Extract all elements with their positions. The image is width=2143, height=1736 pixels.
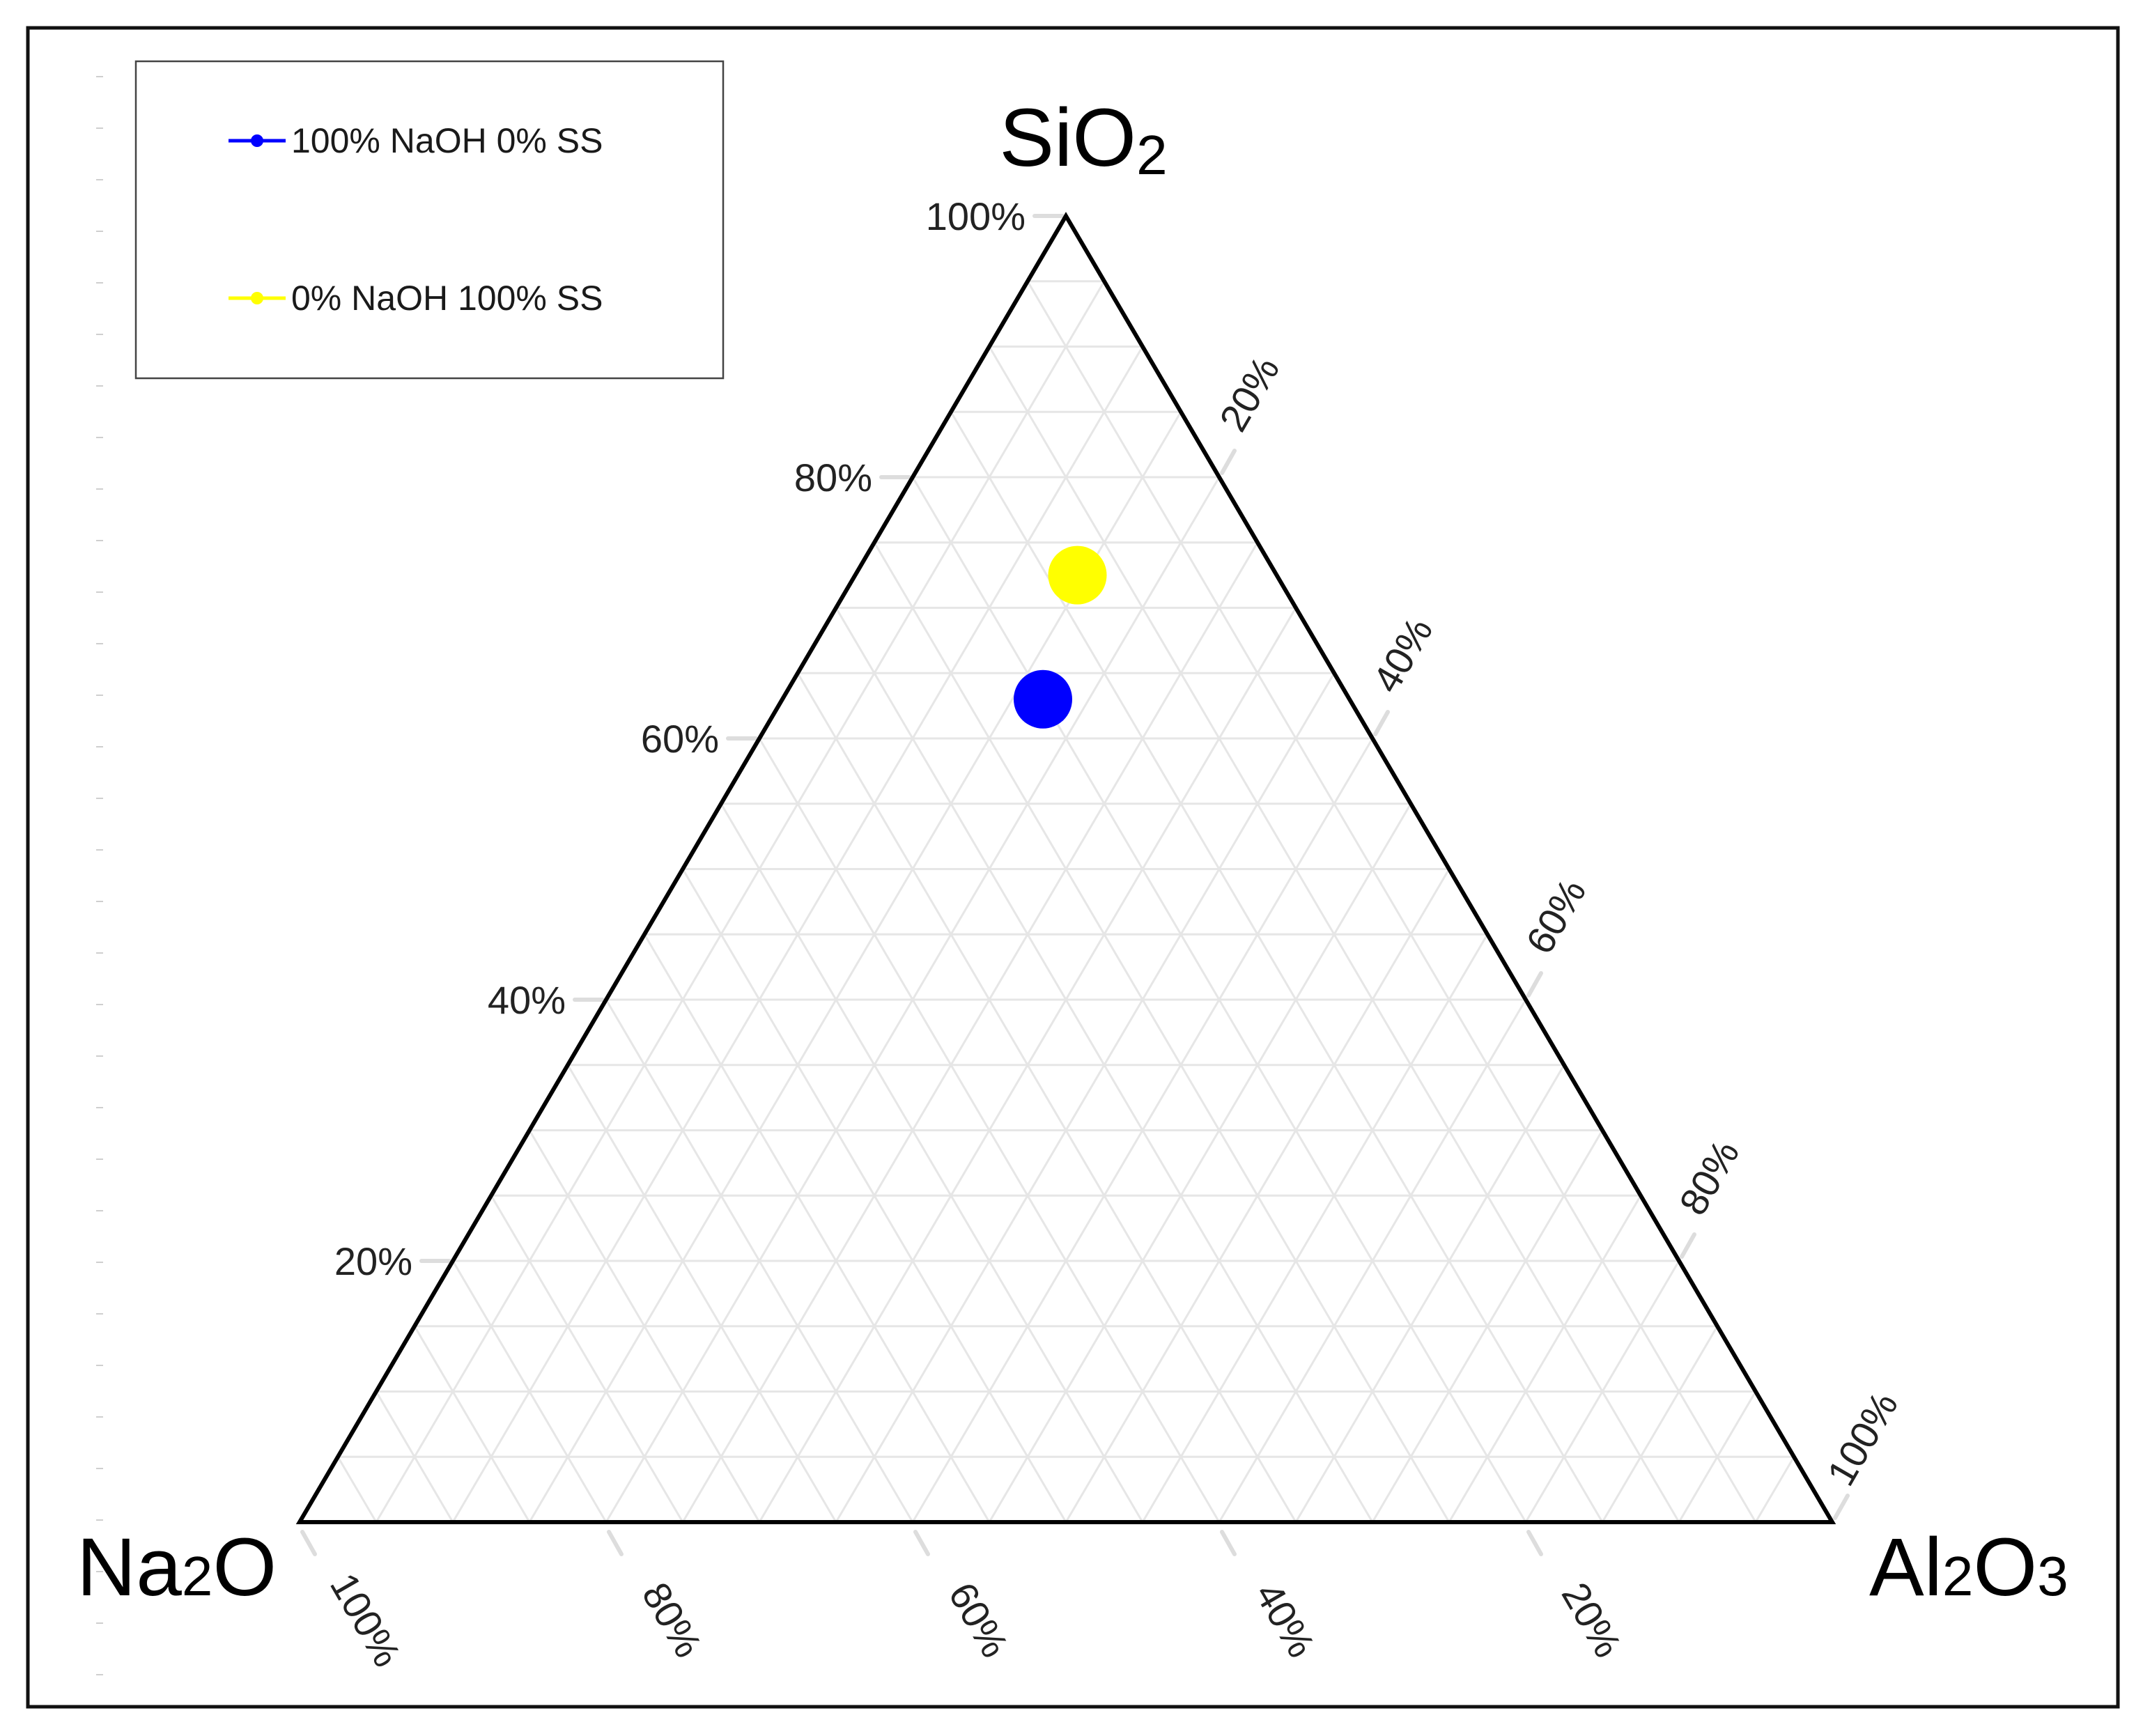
- grid-line-al2o3: [1754, 1456, 1795, 1523]
- bottom-tick: [607, 1530, 624, 1556]
- right-tick-label: 80%: [1671, 1133, 1748, 1223]
- right-tick-label: 100%: [1818, 1384, 1906, 1493]
- grid-line-al2o3: [1524, 1260, 1680, 1523]
- legend-label-series-2: 0% NaOH 100% SS: [291, 279, 603, 318]
- right-tick: [1526, 971, 1543, 998]
- data-point-series-1: [1014, 669, 1072, 729]
- ternary-grid: [336, 280, 1795, 1523]
- right-tick: [1373, 710, 1390, 736]
- left-axis-tick-labels: 20% 40% 60% 80% 100%: [334, 194, 1026, 1283]
- grid-line-al2o3: [835, 672, 1336, 1523]
- grid-line-na2o: [413, 1325, 531, 1523]
- bottom-axis-tick-labels: 100% 80% 60% 40% 20%: [322, 1565, 1630, 1674]
- left-tick-label: 80%: [794, 456, 872, 499]
- grid-line-al2o3: [1601, 1325, 1719, 1523]
- data-point-series-2: [1048, 545, 1107, 605]
- bottom-tick: [300, 1530, 317, 1556]
- right-tick: [1220, 449, 1237, 475]
- axis-ticks: [300, 214, 1850, 1556]
- vertex-label-right: Al2O3: [1869, 1521, 2068, 1613]
- grid-line-al2o3: [1141, 933, 1489, 1523]
- bottom-tick: [913, 1530, 930, 1556]
- grid-line-al2o3: [1371, 1129, 1604, 1523]
- legend-entry-series-1: 100% NaOH 0% SS: [229, 121, 603, 160]
- left-tick-label: 100%: [926, 194, 1026, 238]
- grid-line-na2o: [528, 1129, 761, 1523]
- bottom-tick: [1526, 1530, 1543, 1556]
- right-tick-label: 40%: [1364, 610, 1441, 700]
- grid-line-na2o: [681, 868, 1067, 1523]
- right-tick-label: 60%: [1517, 871, 1595, 961]
- grid-line-na2o: [375, 1390, 454, 1523]
- left-tick-label: 20%: [334, 1239, 412, 1283]
- left-margin-ruler: [96, 76, 103, 1675]
- left-tick-label: 60%: [641, 717, 719, 761]
- bottom-tick-label: 40%: [1247, 1575, 1324, 1665]
- legend-label-series-1: 100% NaOH 0% SS: [291, 121, 603, 160]
- legend-marker-series-1: [251, 134, 263, 147]
- grid-line-na2o: [605, 999, 914, 1523]
- grid-line-al2o3: [1678, 1390, 1757, 1523]
- left-tick-label: 40%: [488, 978, 566, 1022]
- bottom-tick-label: 60%: [941, 1575, 1018, 1665]
- vertex-label-top: SiO2: [999, 92, 1167, 186]
- legend: 100% NaOH 0% SS 0% NaOH 100% SS: [134, 60, 725, 380]
- grid-line-al2o3: [988, 803, 1412, 1523]
- figure-frame: [26, 26, 2120, 1709]
- right-tick: [1833, 1494, 1850, 1520]
- grid-line-na2o: [796, 672, 1297, 1523]
- right-tick: [1680, 1232, 1696, 1259]
- grid-line-al2o3: [681, 541, 1259, 1523]
- grid-line-al2o3: [1218, 999, 1527, 1523]
- grid-line-al2o3: [1065, 868, 1450, 1523]
- grid-line-na2o: [643, 933, 991, 1523]
- grid-line-na2o: [336, 1456, 378, 1523]
- right-tick-label: 20%: [1211, 349, 1288, 439]
- grid-line-al2o3: [375, 280, 1106, 1523]
- bottom-tick: [1220, 1530, 1237, 1556]
- grid-line-na2o: [566, 1064, 837, 1523]
- bottom-tick-label: 100%: [322, 1565, 410, 1674]
- right-axis-tick-labels: 20% 40% 60% 80% 100%: [1211, 349, 1906, 1493]
- grid-line-na2o: [1026, 280, 1757, 1523]
- bottom-tick-label: 20%: [1554, 1575, 1631, 1665]
- legend-entry-series-2: 0% NaOH 100% SS: [229, 279, 603, 318]
- bottom-tick-label: 80%: [634, 1575, 711, 1665]
- ternary-triangle: [295, 212, 1836, 1524]
- grid-line-na2o: [720, 803, 1144, 1523]
- vertex-label-left: Na2O: [77, 1521, 277, 1613]
- legend-marker-series-2: [251, 292, 263, 304]
- grid-line-na2o: [873, 541, 1450, 1523]
- grid-line-na2o: [490, 1195, 684, 1523]
- grid-line-al2o3: [1294, 1064, 1565, 1523]
- data-points: [1014, 545, 1107, 729]
- grid-line-na2o: [451, 1260, 608, 1523]
- legend-box: [134, 60, 725, 380]
- grid-line-al2o3: [1448, 1195, 1642, 1523]
